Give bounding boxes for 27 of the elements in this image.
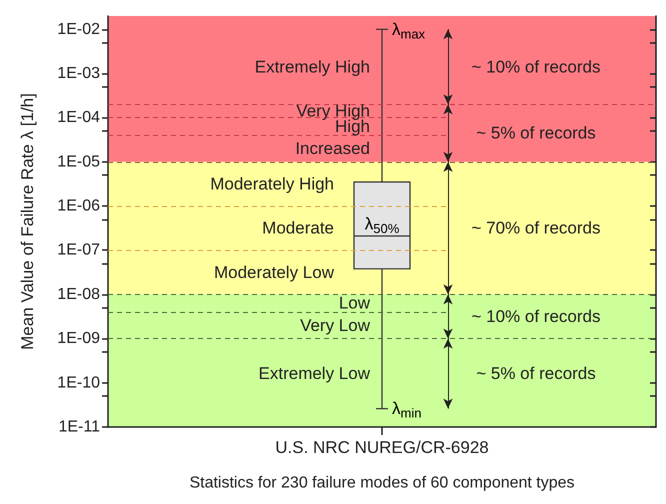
y-tick-label: 1E-04 [57, 109, 100, 126]
y-tick-label: 1E-06 [57, 198, 100, 215]
x-axis-title: Statistics for 230 failure modes of 60 component types [189, 474, 575, 492]
annotation: Increased [295, 139, 370, 158]
y-axis-title: Mean Value of Failure Rate λ [1/h] [18, 93, 37, 350]
annotation: ~ 70% of records [472, 218, 600, 238]
y-tick-label: 1E-10 [57, 374, 100, 392]
y-tick-label: 1E-09 [57, 330, 100, 348]
annotation: ~ 10% of records [472, 57, 600, 76]
annotation: Moderately High [210, 174, 334, 194]
y-tick-label: 1E-11 [58, 418, 100, 436]
annotation: Very High [296, 102, 370, 121]
annotation: Moderately Low [214, 262, 335, 282]
annotation: Very Low [300, 316, 371, 335]
y-tick-label: 1E-02 [57, 20, 100, 38]
y-tick-label: 1E-05 [57, 153, 100, 170]
annotation: Moderate [262, 218, 334, 238]
annotation: ~ 5% of records [476, 124, 596, 143]
annotation: Extremely High [254, 57, 370, 76]
annotation: Low [338, 294, 371, 313]
y-tick-label: 1E-07 [57, 242, 100, 259]
annotation: Extremely Low [258, 364, 371, 384]
annotation: ~ 5% of records [476, 364, 596, 384]
annotation: ~ 10% of records [472, 307, 600, 326]
y-tick-label: 1E-03 [57, 64, 100, 82]
x-tick-label: U.S. NRC NUREG/CR-6928 [275, 438, 489, 457]
y-tick-label: 1E-08 [57, 286, 100, 303]
